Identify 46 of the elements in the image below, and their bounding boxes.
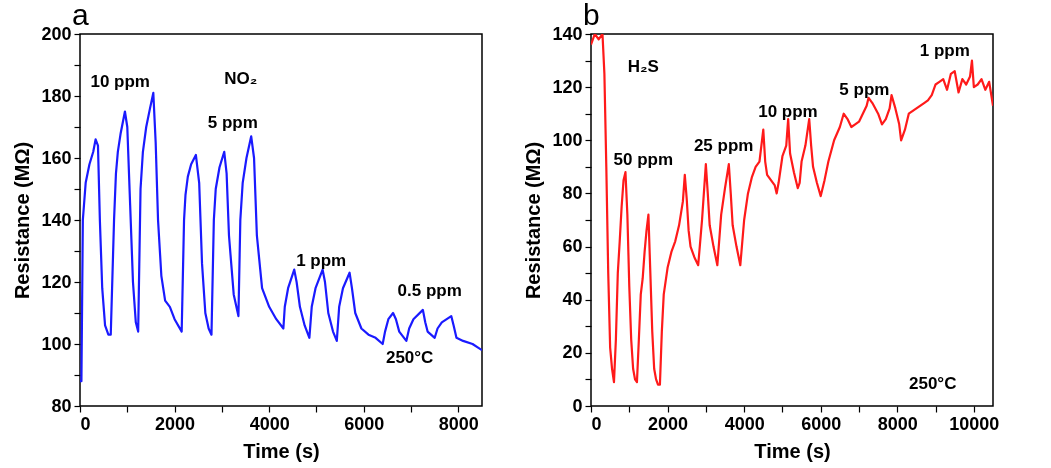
x-tick-label: 0 [591, 413, 602, 434]
x-tick-label: 2000 [155, 413, 196, 434]
y-tick-label: 20 [562, 342, 583, 363]
y-tick-label: 140 [552, 23, 583, 44]
y-tick-label: 60 [562, 236, 583, 257]
y-tick-label: 120 [552, 76, 583, 97]
y-axis-title: Resistance (MΩ) [522, 141, 545, 300]
annotation: 10 ppm [758, 102, 818, 122]
annotation: 1 ppm [919, 40, 970, 60]
annotation: 5 ppm [207, 113, 258, 133]
x-tick-label: 0 [80, 413, 91, 434]
y-tick-label: 40 [562, 289, 583, 310]
y-tick-label: 0 [572, 395, 583, 416]
x-tick-label: 10000 [949, 413, 1000, 434]
y-axis-title: Resistance (MΩ) [11, 141, 34, 300]
x-tick-label: 6000 [344, 413, 385, 434]
y-tick-label: 100 [552, 129, 583, 150]
line-series [80, 91, 482, 383]
x-axis-title: Time (s) [243, 439, 320, 462]
y-tick-label: 140 [41, 209, 72, 230]
annotation: 0.5 ppm [397, 280, 462, 300]
annotation: 50 ppm [613, 150, 674, 170]
annotation: NO₂ [224, 68, 258, 88]
y-tick-label: 80 [51, 395, 72, 416]
x-tick-label: 4000 [724, 413, 765, 434]
x-tick-label: 4000 [249, 413, 290, 434]
annotation: 1 ppm [296, 250, 347, 270]
y-tick-label: 80 [562, 182, 583, 203]
annotation: 250°C [908, 373, 957, 393]
y-tick-label: 160 [41, 147, 72, 168]
annotation: 25 ppm [693, 135, 754, 155]
annotation: 250°C [385, 347, 434, 367]
y-tick-label: 120 [41, 271, 72, 292]
y-tick-label: 200 [41, 23, 72, 44]
x-tick-label: 6000 [801, 413, 842, 434]
annotation: 10 ppm [90, 72, 150, 92]
chart-title: a [72, 0, 89, 31]
annotation: 5 ppm [839, 79, 890, 99]
y-tick-label: 100 [41, 333, 72, 354]
x-axis-title: Time (s) [754, 439, 831, 462]
x-tick-label: 8000 [877, 413, 918, 434]
annotation: H₂S [627, 57, 659, 77]
chart-title: b [583, 0, 600, 31]
x-tick-label: 8000 [438, 413, 479, 434]
y-tick-label: 180 [41, 85, 72, 106]
x-tick-label: 2000 [648, 413, 689, 434]
